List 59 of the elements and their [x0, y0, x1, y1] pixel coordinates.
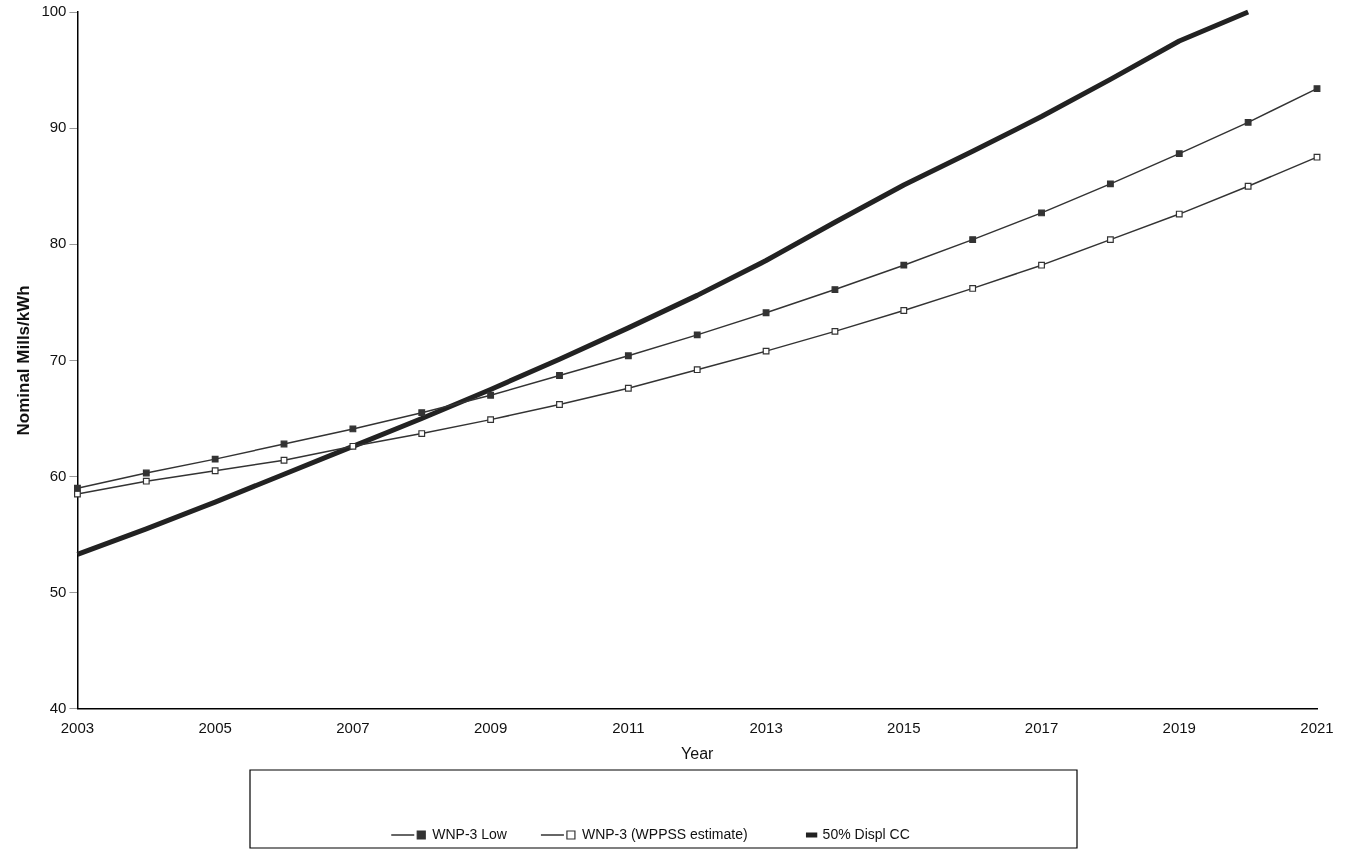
point [693, 366, 701, 374]
y-axis-title: Nominal Mills/kWh [13, 285, 33, 436]
point [349, 442, 357, 450]
point [556, 401, 563, 408]
point [1175, 210, 1183, 218]
legend-label: WNP-3 (WPPSS estimate) [581, 825, 748, 842]
point [1244, 182, 1252, 190]
point [900, 307, 908, 314]
x-tick-label: 2019 [1162, 718, 1196, 736]
legend-label: 50% Displ CC [822, 825, 910, 842]
y-tick-label: 80 [49, 234, 67, 252]
x-tick-label: 2005 [198, 718, 232, 736]
point [1313, 85, 1321, 93]
point [1175, 150, 1183, 158]
y-tick-label: 60 [49, 466, 67, 484]
point [1106, 236, 1114, 244]
point [1038, 209, 1045, 217]
y-tick-label: 100 [41, 2, 67, 20]
point [211, 467, 219, 475]
point [900, 261, 908, 269]
point [969, 284, 977, 292]
point [1038, 261, 1045, 269]
y-tick-label: 70 [49, 350, 67, 368]
point [418, 409, 426, 417]
x-tick-label: 2017 [1024, 718, 1059, 736]
x-tick-label: 2009 [473, 718, 508, 736]
x-tick-label: 2013 [749, 718, 783, 736]
point [624, 352, 632, 360]
point [211, 455, 219, 463]
point [969, 236, 977, 244]
point [624, 384, 632, 392]
point [1244, 118, 1252, 126]
point [1106, 180, 1114, 188]
point [762, 309, 770, 317]
x-axis-title: Year [681, 744, 715, 762]
point [556, 372, 563, 379]
point [831, 286, 839, 293]
legend-label: WNP-3 Low [432, 825, 508, 842]
point [142, 477, 150, 485]
point [418, 430, 426, 437]
point [487, 391, 495, 399]
x-tick-label: 2007 [336, 718, 370, 736]
point [74, 484, 81, 492]
y-tick-label: 40 [49, 698, 67, 716]
point [349, 425, 357, 433]
x-tick-label: 2015 [887, 718, 921, 736]
point [142, 469, 150, 477]
point [280, 440, 288, 448]
point [762, 347, 770, 355]
x-tick-label: 2021 [1300, 718, 1334, 736]
x-tick-label: 2011 [612, 718, 645, 736]
y-tick-label: 90 [49, 118, 67, 136]
point [693, 331, 701, 339]
y-tick-label: 50 [49, 582, 67, 600]
x-tick-label: 2003 [60, 718, 95, 736]
point [831, 327, 839, 335]
point [1313, 153, 1321, 161]
point [280, 456, 288, 464]
point [487, 416, 495, 424]
